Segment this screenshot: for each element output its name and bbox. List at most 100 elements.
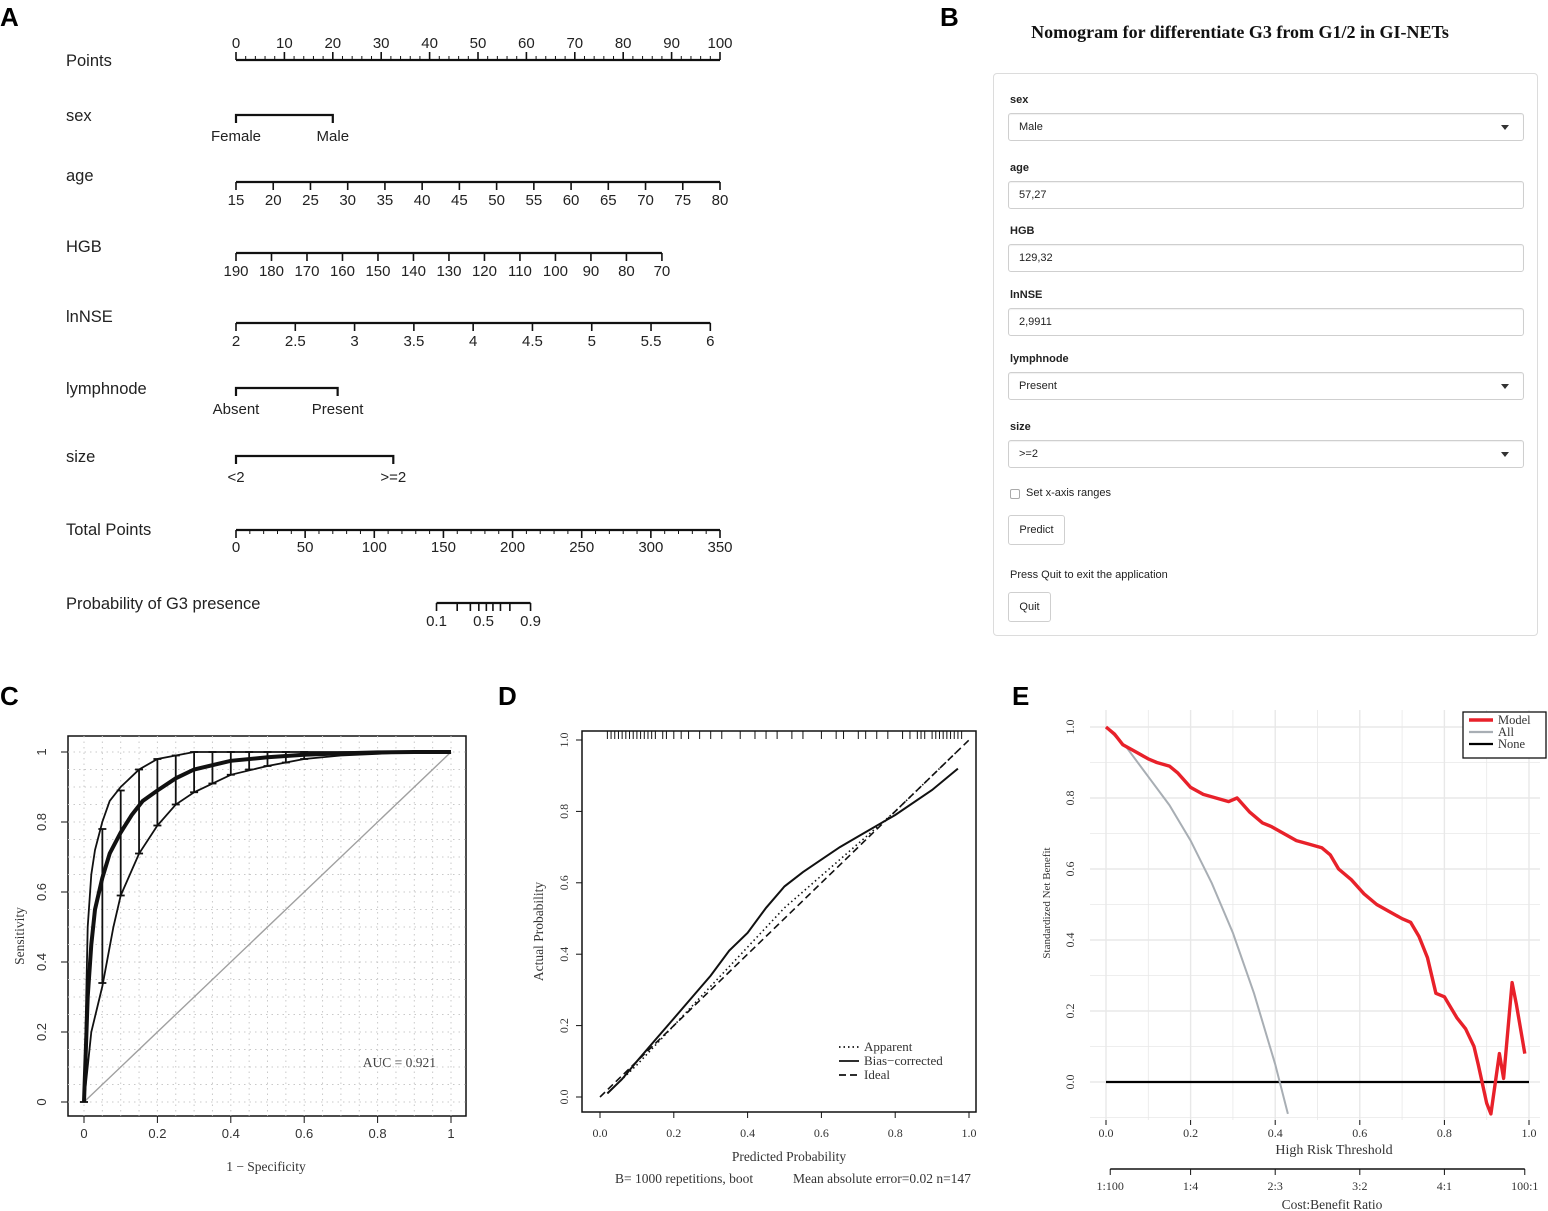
- tick-label: <2: [227, 469, 244, 486]
- quit-button[interactable]: Quit: [1008, 592, 1051, 622]
- panel-label-b: B: [940, 2, 959, 32]
- tick-label: 0: [232, 539, 240, 556]
- size-label: size: [1010, 421, 1031, 433]
- tick-label: 150: [431, 539, 456, 556]
- tick-label: 25: [302, 192, 319, 209]
- cost-benefit-tick-label: 4:1: [1437, 1179, 1452, 1193]
- tick-label: 90: [583, 263, 600, 280]
- y-tick-label: 0.8: [34, 813, 49, 831]
- series-apparent: [606, 750, 959, 1094]
- tick-label: 55: [526, 192, 543, 209]
- x-tick-label: 1: [447, 1126, 454, 1141]
- tick-label: 180: [259, 263, 284, 280]
- tick-label: 0.9: [520, 613, 541, 630]
- size-select-value: >=2: [1019, 448, 1038, 460]
- x-tick-label: 1.0: [962, 1126, 977, 1140]
- cost-benefit-tick-label: 100:1: [1511, 1179, 1538, 1193]
- size-select[interactable]: >=2: [1008, 440, 1524, 468]
- roc-plot-area: 0 0 0.2 0.2 0.4 0.4 0.6 0.6 0.8 0.8 1 1 1 − Specific…: [12, 735, 467, 1174]
- y-tick-label: 0.8: [1063, 791, 1077, 806]
- tick-label: 60: [563, 192, 580, 209]
- tick-label: 2: [232, 333, 240, 350]
- y-tick-label: 0.2: [1063, 1004, 1077, 1019]
- x-tick-label: 0.6: [814, 1126, 829, 1140]
- tick-label: 50: [470, 35, 487, 52]
- sex-select[interactable]: Male: [1008, 113, 1524, 141]
- row-label-probability: Probability of G3 presence: [66, 595, 260, 613]
- y-tick-label: 0: [34, 1098, 49, 1105]
- tick-label: 190: [223, 263, 248, 280]
- y-tick-label: 1.0: [1063, 720, 1077, 735]
- x-tick-label: 0.8: [1437, 1126, 1452, 1140]
- x-tick-label: 0.6: [1352, 1126, 1367, 1140]
- tick-label: 100: [362, 539, 387, 556]
- decision-curve-chart: E 0.0 0.2 0.4 0.6 0.8 1.0 0.0 0.2 0.4 0.6 0.8 1.0 Hi…: [1012, 681, 1547, 1211]
- tick-label: 10: [276, 35, 293, 52]
- lnnse-input-value: 2,9911: [1019, 316, 1052, 328]
- legend-label: Bias−corrected: [864, 1053, 943, 1068]
- x-tick-label: 1.0: [1522, 1126, 1537, 1140]
- tick-label: Absent: [213, 401, 261, 418]
- tick-label: 40: [414, 192, 431, 209]
- axis-line: [234, 454, 395, 464]
- tick-label: 65: [600, 192, 617, 209]
- cost-benefit-tick-label: 3:2: [1352, 1179, 1367, 1193]
- hgb-input[interactable]: 129,32: [1008, 244, 1524, 272]
- lymphnode-select[interactable]: Present: [1008, 372, 1524, 400]
- axis-line: [234, 386, 339, 396]
- tick-label: 3.5: [403, 333, 424, 350]
- x-tick-label: 0.4: [222, 1126, 240, 1141]
- series-ideal: [599, 739, 970, 1098]
- y-axis-label: Standardized Net Benefit: [1041, 847, 1053, 958]
- cost-benefit-tick-label: 1:4: [1183, 1179, 1198, 1193]
- x-tick-label: 0.8: [888, 1126, 903, 1140]
- x-axis-ranges-checkbox[interactable]: [1010, 489, 1020, 499]
- app-title: Nomogram for differentiate G3 from G1/2 …: [1031, 22, 1449, 42]
- series-diagonal: [83, 751, 452, 1103]
- tick-label: 0: [232, 35, 240, 52]
- lnnse-label: lnNSE: [1010, 289, 1043, 301]
- legend-label: Apparent: [864, 1039, 913, 1054]
- age-label: age: [1010, 162, 1029, 174]
- y-tick-label: 0.0: [557, 1090, 571, 1105]
- footer-left: B= 1000 repetitions, boot: [615, 1171, 753, 1186]
- y-tick-label: 0.6: [1063, 862, 1077, 877]
- lnnse-input[interactable]: 2,9911: [1008, 308, 1524, 336]
- y-tick-label: 0.4: [1063, 933, 1077, 948]
- x-tick-label: 0.0: [593, 1126, 608, 1140]
- row-label-age: age: [66, 167, 94, 185]
- lymphnode-label: lymphnode: [1010, 353, 1069, 365]
- chevron-down-icon: [1501, 125, 1509, 130]
- tick-label: 4.5: [522, 333, 543, 350]
- tick-label: 120: [472, 263, 497, 280]
- panel-label-d: D: [498, 681, 517, 711]
- legend-label: Ideal: [864, 1067, 890, 1082]
- row-label-hgb: HGB: [66, 238, 102, 256]
- y-tick-label: 0.2: [557, 1018, 571, 1033]
- tick-label: 160: [330, 263, 355, 280]
- x-tick-label: 0.4: [1268, 1126, 1283, 1140]
- y-tick-label: 0.2: [34, 1023, 49, 1041]
- age-input[interactable]: 57,27: [1008, 181, 1524, 209]
- predict-button[interactable]: Predict: [1008, 515, 1065, 545]
- auc-annotation: AUC = 0.921: [363, 1055, 436, 1070]
- cost-benefit-label: Cost:Benefit Ratio: [1282, 1197, 1383, 1211]
- y-tick-label: 0.0: [1063, 1075, 1077, 1090]
- legend-label: All: [1498, 725, 1515, 739]
- tick-label: 5: [588, 333, 596, 350]
- calibration-chart: D 0.0 0.0 0.2 0.2 0.4 0.4 0.6 0.6 0.8 0.8 1.0 1.0 Pr…: [498, 681, 977, 1186]
- tick-label: 40: [421, 35, 438, 52]
- decision-curve-plot-area: 0.0 0.2 0.4 0.6 0.8 1.0 0.0 0.2 0.4 0.6 0.8 1.0 High…: [1041, 710, 1547, 1211]
- y-tick-label: 0.6: [34, 883, 49, 901]
- chevron-down-icon: [1501, 384, 1509, 389]
- lymphnode-select-value: Present: [1019, 380, 1057, 392]
- tick-label: 170: [294, 263, 319, 280]
- quit-note: Press Quit to exit the application: [1010, 569, 1168, 581]
- series-model: [1104, 725, 1527, 1116]
- tick-label: 2.5: [285, 333, 306, 350]
- x-tick-label: 0.8: [369, 1126, 387, 1141]
- legend-label: Model: [1498, 713, 1531, 727]
- y-axis-label: Sensitivity: [12, 907, 27, 965]
- x-tick-label: 0.4: [740, 1126, 755, 1140]
